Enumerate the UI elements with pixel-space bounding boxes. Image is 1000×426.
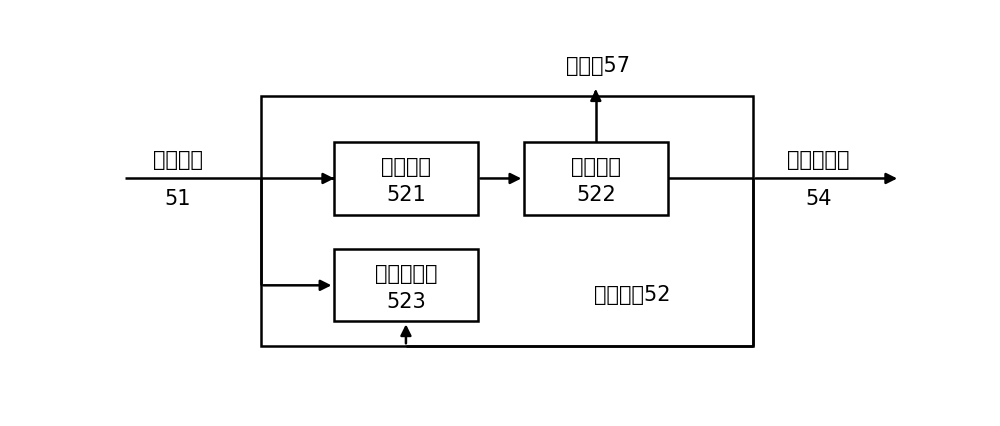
- Bar: [334, 250, 478, 322]
- Text: 523: 523: [386, 291, 426, 311]
- Text: 54: 54: [805, 189, 832, 209]
- Text: 控制器57: 控制器57: [566, 56, 630, 76]
- Text: 521: 521: [386, 185, 426, 205]
- Text: 存能单元: 存能单元: [571, 157, 621, 176]
- Bar: [524, 143, 668, 215]
- Bar: [334, 143, 478, 215]
- Text: 阻抗单元: 阻抗单元: [381, 157, 431, 176]
- Text: 高频变压器: 高频变压器: [787, 150, 850, 170]
- Text: 51: 51: [164, 189, 191, 209]
- Text: 缓冲模块52: 缓冲模块52: [594, 284, 671, 304]
- Text: 522: 522: [576, 185, 616, 205]
- Text: 整流模块: 整流模块: [153, 150, 203, 170]
- Bar: [261, 97, 753, 346]
- Text: 晶闸管单元: 晶闸管单元: [375, 263, 437, 283]
